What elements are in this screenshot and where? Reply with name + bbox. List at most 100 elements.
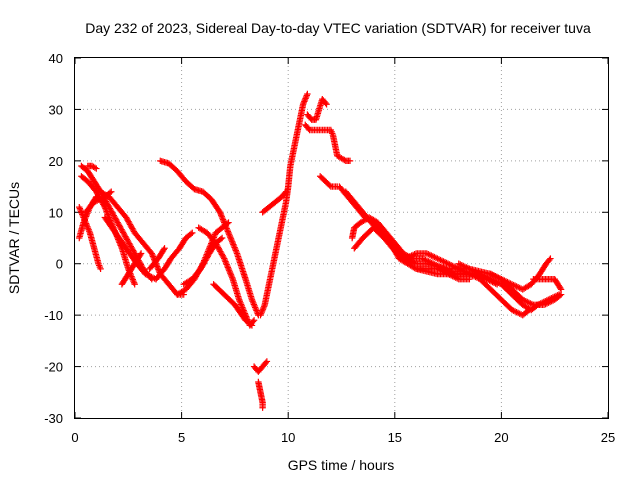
data-point: [248, 322, 256, 329]
data-point-fill: [76, 205, 84, 212]
data-point-fill: [224, 220, 231, 227]
data-point-fill: [217, 235, 225, 243]
data-point-fill: [511, 308, 519, 315]
data-point-fill: [77, 206, 84, 214]
data-point: [493, 281, 501, 288]
data-point: [250, 317, 258, 324]
data-point-fill: [527, 300, 534, 307]
data-point-fill: [463, 264, 470, 271]
data-point-fill: [435, 256, 443, 263]
data-point: [299, 101, 307, 108]
data-point-fill: [233, 248, 240, 256]
data-point-fill: [545, 299, 552, 306]
data-point-fill: [260, 304, 267, 311]
data-point: [547, 255, 554, 262]
data-point-fill: [143, 271, 151, 278]
data-point: [97, 265, 104, 273]
data-point-fill: [103, 208, 110, 215]
data-point: [455, 260, 462, 267]
data-point-fill: [301, 98, 308, 105]
data-point-fill: [449, 273, 456, 280]
data-point-fill: [458, 261, 466, 269]
data-point-fill: [150, 254, 157, 262]
data-point: [216, 209, 224, 216]
data-point-fill: [95, 196, 102, 203]
data-point: [93, 165, 100, 172]
data-point: [444, 270, 452, 278]
data-point-fill: [510, 307, 517, 314]
data-point: [263, 358, 271, 365]
data-point-fill: [495, 274, 502, 281]
data-point-fill: [281, 189, 289, 197]
data-point-fill: [106, 189, 114, 196]
data-point-fill: [232, 245, 239, 253]
data-point-fill: [221, 256, 229, 264]
data-point-fill: [223, 261, 230, 268]
data-point-fill: [454, 264, 461, 272]
chart-title: Day 232 of 2023, Sidereal Day-to-day VTE…: [85, 20, 591, 36]
data-point-fill: [428, 252, 435, 259]
data-point-fill: [461, 263, 469, 270]
data-point-fill: [105, 212, 112, 220]
data-point: [218, 234, 226, 242]
x-tick-label: 5: [178, 430, 185, 445]
data-point-fill: [154, 264, 162, 272]
data-point-fill: [219, 216, 227, 223]
data-point-fill: [225, 265, 232, 273]
data-point-fill: [457, 261, 464, 268]
data-point: [444, 260, 452, 267]
data-point-fill: [302, 95, 309, 102]
data-point-fill: [524, 298, 531, 306]
data-point-fill: [420, 256, 428, 263]
data-point-fill: [222, 258, 229, 265]
data-point: [402, 255, 409, 262]
data-point-fill: [490, 272, 497, 279]
data-point: [519, 296, 526, 303]
data-point: [90, 198, 98, 206]
data-point-fill: [490, 279, 498, 287]
data-point-fill: [437, 256, 444, 264]
data-point-fill: [149, 251, 156, 259]
data-point-fill: [434, 262, 441, 270]
data-point-fill: [322, 99, 329, 107]
data-point-fill: [425, 250, 432, 258]
y-tick-label: 20: [49, 154, 63, 169]
data-point-fill: [258, 309, 265, 316]
data-point-fill: [489, 271, 496, 278]
data-point-fill: [224, 262, 231, 270]
data-point-fill: [259, 307, 266, 314]
data-point-fill: [257, 310, 265, 317]
data-point-fill: [302, 93, 310, 101]
data-point-fill: [524, 307, 532, 315]
data-point-fill: [487, 278, 495, 285]
data-point-fill: [260, 303, 268, 310]
y-tick-label: -10: [44, 308, 63, 323]
x-tick-label: 0: [71, 430, 78, 445]
data-point-fill: [104, 211, 112, 218]
data-point-fill: [303, 92, 310, 99]
data-point-fill: [228, 273, 235, 280]
data-point: [346, 157, 354, 165]
data-point-fill: [484, 276, 492, 284]
data-point-fill: [230, 242, 238, 250]
data-point-fill: [187, 230, 195, 238]
x-tick-label: 10: [281, 430, 295, 445]
data-point-fill: [224, 264, 232, 271]
data-point-fill: [514, 309, 522, 317]
y-tick-label: 0: [56, 257, 63, 272]
data-point-fill: [450, 273, 458, 281]
data-point: [525, 306, 533, 314]
data-point-fill: [452, 274, 459, 281]
data-point-fill: [226, 268, 233, 275]
data-point-fill: [231, 244, 238, 251]
data-point-fill: [452, 264, 459, 271]
data-point-fill: [215, 207, 223, 215]
data-point-fill: [217, 210, 224, 217]
data-point-fill: [446, 261, 453, 268]
data-point-fill: [431, 253, 438, 261]
data-point-fill: [225, 267, 233, 274]
data-point-fill: [511, 282, 519, 289]
data-point-fill: [460, 262, 467, 270]
data-point-fill: [426, 259, 434, 266]
data-point-fill: [556, 292, 564, 299]
